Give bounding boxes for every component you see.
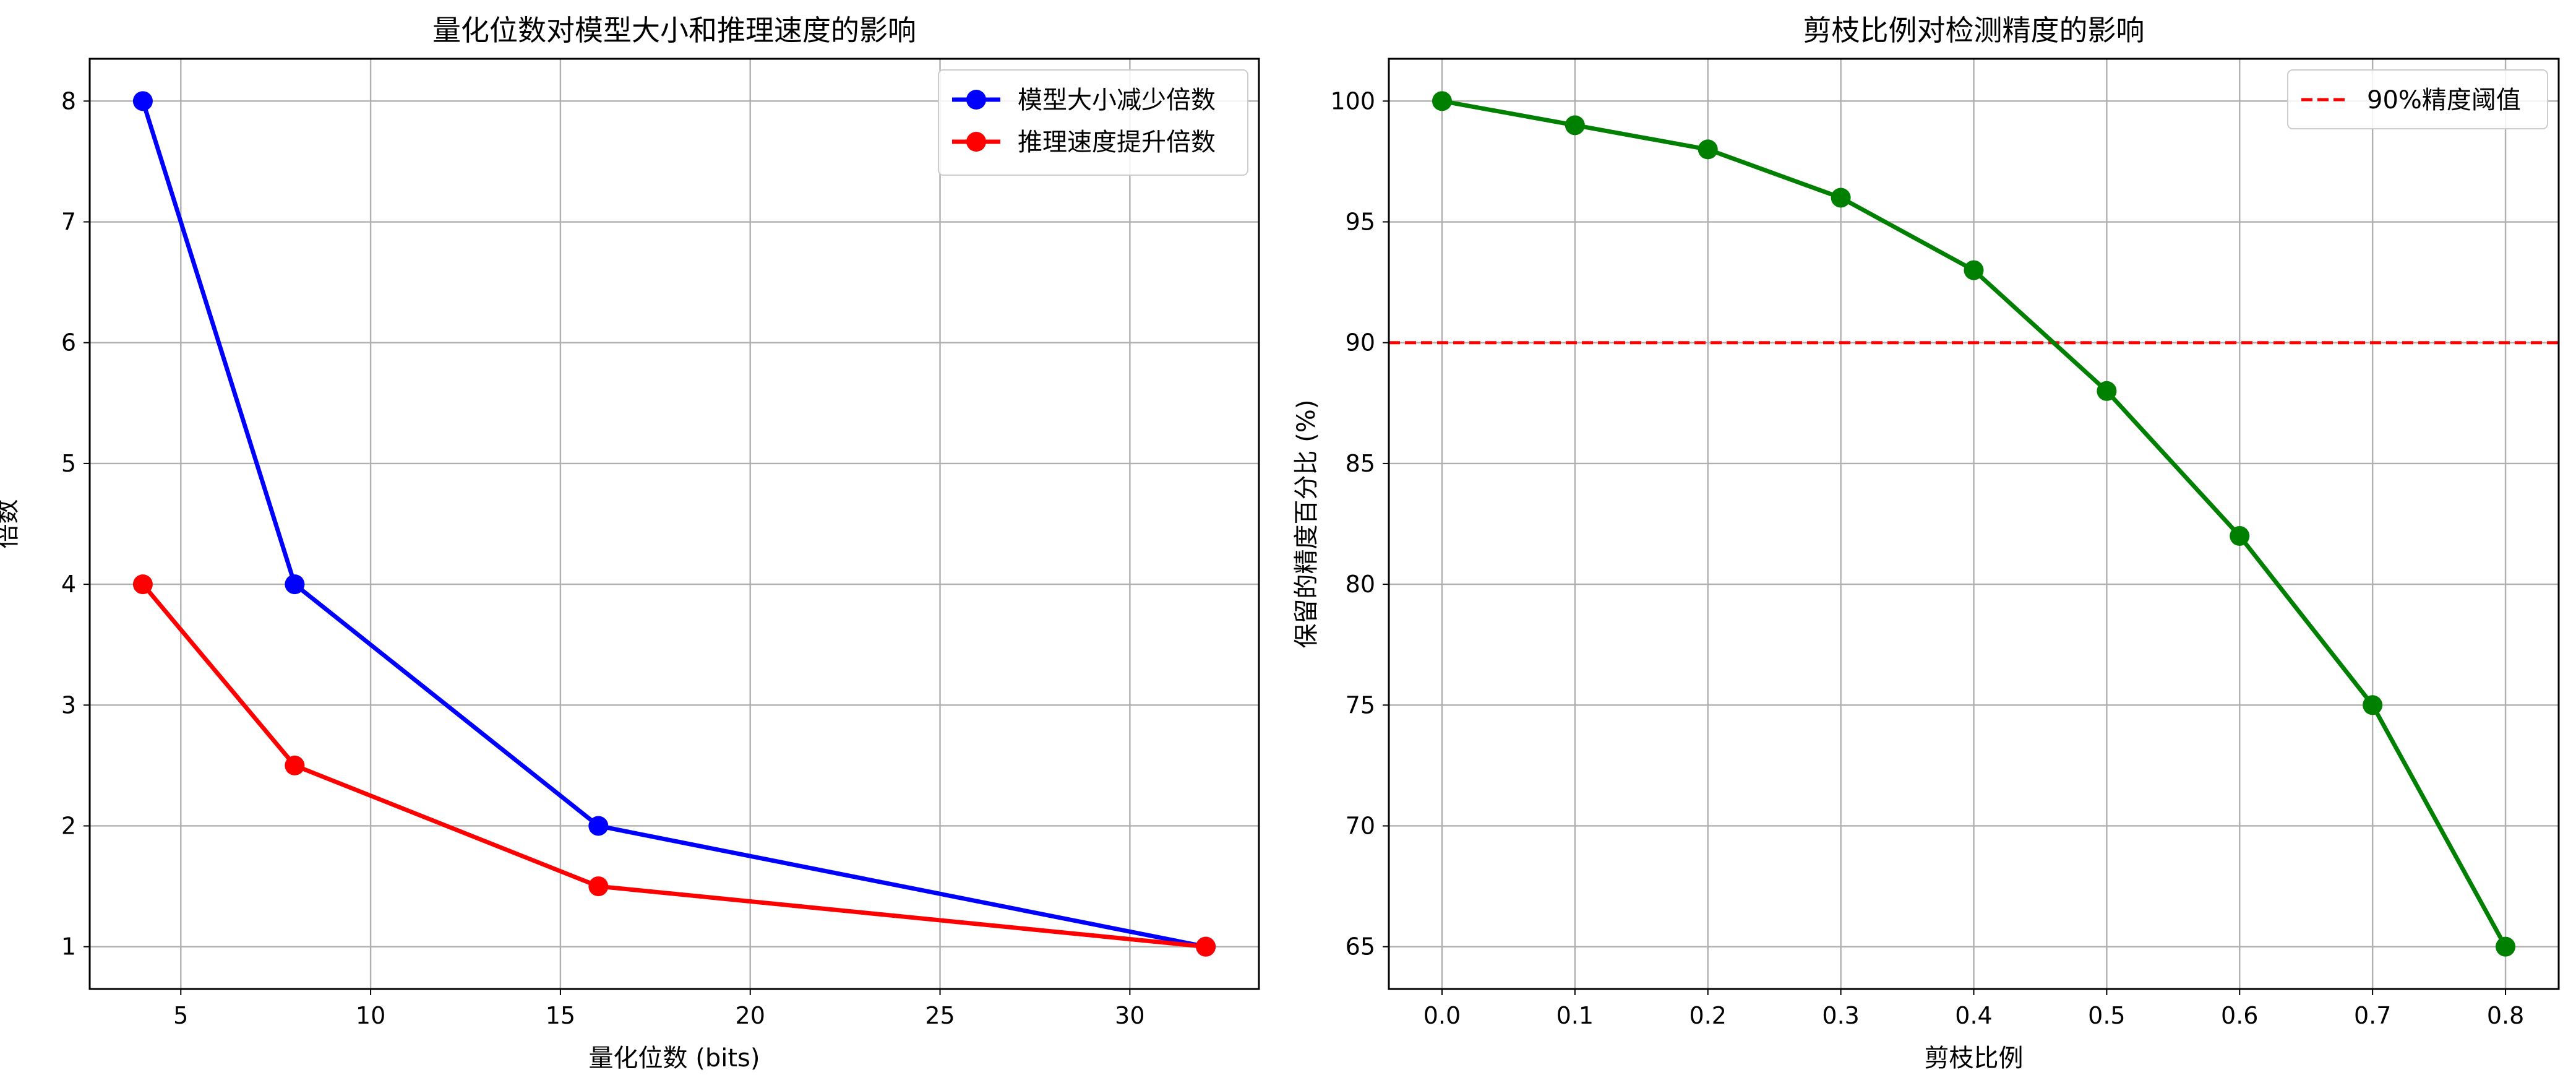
y-tick-label: 75	[1346, 691, 1375, 719]
legend-label: 模型大小减少倍数	[1018, 86, 1216, 114]
data-point	[1432, 91, 1452, 111]
chart-title: 剪枝比例对检测精度的影响	[1803, 14, 2145, 47]
data-point	[285, 574, 305, 595]
y-tick-label: 4	[61, 571, 76, 598]
y-tick-label: 100	[1330, 87, 1375, 114]
x-axis-label: 剪枝比例	[1925, 1044, 2024, 1073]
y-tick-label: 90	[1346, 329, 1375, 356]
x-tick-label: 15	[546, 1002, 575, 1029]
x-tick-label: 30	[1115, 1002, 1144, 1029]
legend: 90%精度阈值	[2287, 69, 2548, 129]
x-tick-label: 0.4	[1955, 1002, 1992, 1029]
y-tick-label: 95	[1346, 209, 1375, 236]
x-tick-label: 0.0	[1423, 1002, 1461, 1029]
legend-label: 90%精度阈值	[2367, 86, 2521, 114]
x-tick-label: 0.5	[2088, 1002, 2125, 1029]
data-point	[1831, 188, 1851, 208]
data-point	[2230, 526, 2250, 546]
y-tick-label: 65	[1346, 933, 1375, 961]
series-line-1	[140, 100, 1206, 949]
data-point	[1964, 260, 1984, 280]
x-tick-label: 0.6	[2221, 1002, 2258, 1029]
data-point	[1698, 139, 1718, 160]
data-point	[1196, 936, 1216, 957]
series-line-2	[141, 582, 1206, 949]
data-point	[2097, 381, 2117, 401]
axes-frame	[1388, 58, 2560, 990]
y-tick-label: 3	[61, 691, 76, 719]
x-tick-label: 25	[925, 1002, 955, 1029]
legend-box	[2287, 69, 2548, 129]
data-point	[132, 574, 153, 595]
x-tick-label: 0.8	[2487, 1002, 2524, 1029]
y-tick-label: 8	[61, 87, 76, 114]
x-tick-label: 10	[356, 1002, 385, 1029]
y-tick-label: 80	[1346, 571, 1375, 598]
x-tick-label: 0.7	[2354, 1002, 2391, 1029]
data-point	[2363, 695, 2383, 715]
y-tick-label: 5	[61, 450, 76, 477]
chart-panel-1: 5 10 15 20 25 30 1 2 3 4 5 6 7 8 量化位数对模型大小和推理速度的影响量化位数…	[0, 14, 1260, 1073]
y-tick-label: 70	[1346, 812, 1375, 839]
x-tick-label: 0.2	[1689, 1002, 1727, 1029]
y-tick-label: 1	[61, 933, 76, 961]
legend-marker	[966, 132, 986, 152]
legend-marker	[966, 90, 986, 110]
chart-panel-2: 0.0 0.1 0.2 0.3 0.4 0.5 0.6 0.7 0.8 65 70 75 80 85 90 9…	[1292, 14, 2560, 1073]
y-axis-label: 倍数	[0, 499, 22, 549]
x-tick-label: 20	[736, 1002, 765, 1029]
y-axis-label: 保留的精度百分比 (%)	[1292, 400, 1321, 649]
data-point	[132, 91, 153, 111]
x-tick-label: 0.3	[1822, 1002, 1859, 1029]
x-axis-label: 量化位数 (bits)	[589, 1044, 760, 1073]
y-tick-label: 2	[61, 812, 76, 839]
legend-box	[938, 69, 1248, 176]
data-point	[588, 876, 609, 897]
data-point	[588, 816, 609, 836]
data-point	[285, 755, 305, 775]
chart-title: 量化位数对模型大小和推理速度的影响	[432, 14, 916, 47]
y-tick-label: 7	[61, 209, 76, 236]
y-tick-label: 85	[1346, 450, 1375, 477]
data-point	[1565, 115, 1585, 136]
x-tick-label: 5	[173, 1002, 188, 1029]
y-tick-label: 6	[61, 329, 76, 356]
axes-frame	[88, 58, 1260, 990]
data-point	[2496, 936, 2516, 957]
legend-label: 推理速度提升倍数	[1018, 128, 1216, 157]
x-tick-label: 0.1	[1556, 1002, 1594, 1029]
